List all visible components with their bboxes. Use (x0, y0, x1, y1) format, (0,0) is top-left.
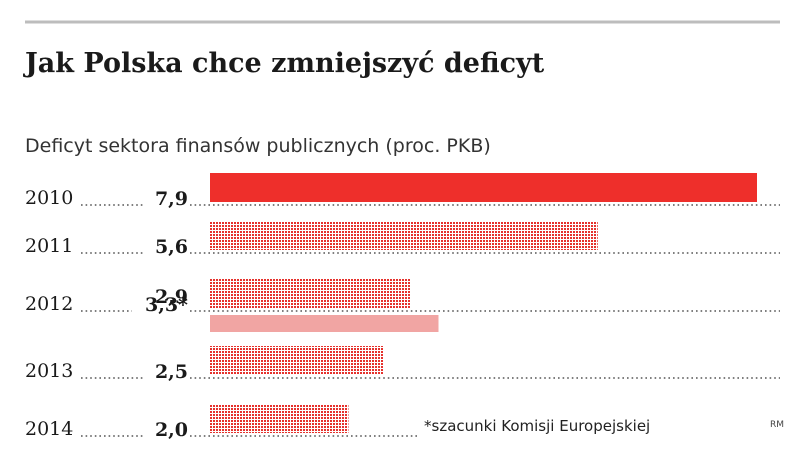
year-label-2011: 2011 (25, 235, 73, 257)
year-label-2012: 2012 (25, 293, 73, 315)
bar-2012-0 (210, 279, 411, 308)
credit: RM (770, 420, 784, 430)
bar-2012-1 (210, 315, 439, 332)
value-label-2010-0: 7,9 (155, 188, 188, 210)
year-label-2010: 2010 (25, 187, 73, 209)
chart-subtitle: Deficyt sektora finansów publicznych (pr… (25, 135, 491, 157)
value-label-2014-0: 2,0 (155, 419, 188, 441)
bar-2014-0 (210, 404, 349, 433)
year-label-2013: 2013 (25, 360, 73, 382)
value-label-2012-0: 2,9 (155, 286, 188, 308)
value-label-2013-0: 2,5 (155, 361, 188, 383)
bar-2010-0 (210, 173, 757, 202)
value-label-2011-0: 5,6 (155, 236, 188, 258)
bar-2011-0 (210, 221, 598, 250)
bar-2013-0 (210, 346, 384, 375)
value-label-2012-1: 3,3* (145, 294, 188, 316)
chart-title: Jak Polska chce zmniejszyć deficyt (23, 48, 545, 79)
year-label-2014: 2014 (25, 418, 73, 440)
footnote: *szacunki Komisji Europejskiej (424, 417, 650, 435)
